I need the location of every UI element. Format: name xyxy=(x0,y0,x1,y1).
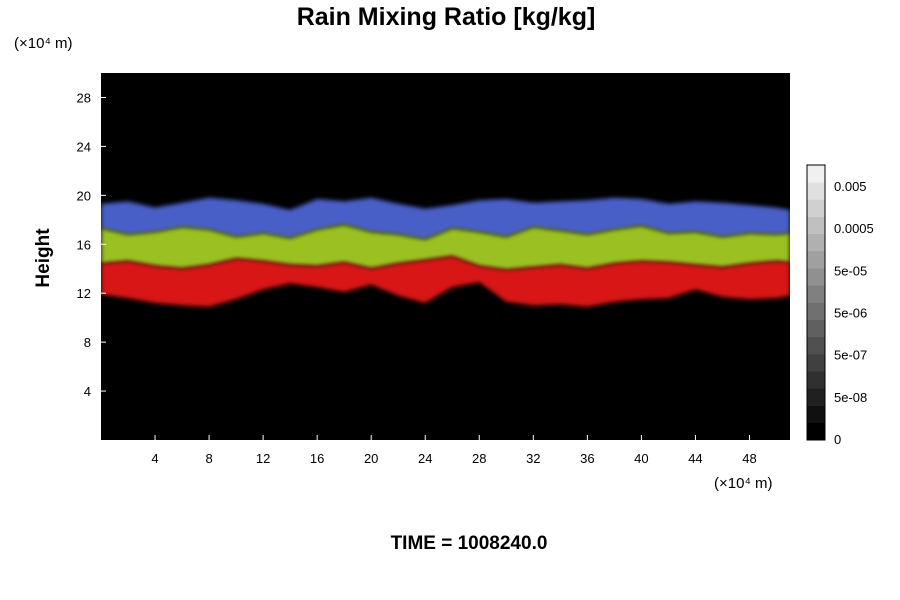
colorbar-swatch xyxy=(807,165,825,183)
colorbar-swatch xyxy=(807,302,825,320)
colorbar-swatch xyxy=(807,182,825,200)
x-tick-label: 16 xyxy=(310,451,324,466)
colorbar-tick-label: 5e-08 xyxy=(834,390,867,405)
x-tick-label: 24 xyxy=(418,451,432,466)
colorbar-swatch xyxy=(807,319,825,338)
colorbar-swatch xyxy=(807,285,825,303)
y-tick-label: 16 xyxy=(77,237,91,252)
y-tick-label: 24 xyxy=(77,139,91,154)
y-axis: 4 8 12 16 20 24 28 xyxy=(77,90,106,399)
colorbar-tick-label: 0.0005 xyxy=(834,221,874,236)
y-axis-label: Height xyxy=(33,228,54,288)
colorbar-swatch xyxy=(807,250,825,269)
colorbar-tick-label: 5e-06 xyxy=(834,306,867,321)
colorbar-frame xyxy=(806,164,826,441)
colorbar-swatch xyxy=(807,422,825,441)
x-tick-label: 44 xyxy=(688,451,702,466)
y-tick-label: 20 xyxy=(77,188,91,203)
colorbar-swatch xyxy=(807,354,825,372)
x-tick-label: 32 xyxy=(526,451,540,466)
colorbar-swatch xyxy=(807,216,825,235)
x-axis-unit-label: (×10⁴ m) xyxy=(714,475,773,492)
x-tick-label: 12 xyxy=(256,451,270,466)
layer-middle xyxy=(101,224,790,270)
colorbar-swatch xyxy=(807,336,825,355)
colorbar-swatch xyxy=(807,388,825,406)
y-tick-label: 12 xyxy=(77,286,91,301)
x-tick-label: 28 xyxy=(472,451,486,466)
x-tick-label: 8 xyxy=(205,451,212,466)
layer-upper xyxy=(101,197,790,240)
x-tick-label: 36 xyxy=(580,451,594,466)
x-tick-label: 4 xyxy=(151,451,158,466)
heatmap-field xyxy=(101,197,790,307)
colorbar-swatch xyxy=(807,371,825,389)
colorbar-swatch xyxy=(807,405,825,424)
colorbar-swatch xyxy=(807,233,825,252)
x-tick-label: 48 xyxy=(742,451,756,466)
colorbar: 0 5e-08 5e-07 5e-06 5e-05 0.0005 0.005 xyxy=(806,164,874,447)
colorbar-tick-label: 0.005 xyxy=(834,179,867,194)
x-axis: 4 8 12 16 20 24 28 32 36 40 44 48 xyxy=(151,435,757,466)
y-tick-label: 4 xyxy=(84,384,91,399)
chart-title: Rain Mixing Ratio [kg/kg] xyxy=(297,3,596,31)
x-tick-label: 40 xyxy=(634,451,648,466)
x-tick-label: 20 xyxy=(364,451,378,466)
colorbar-swatch xyxy=(807,268,825,286)
y-tick-label: 28 xyxy=(77,90,91,105)
colorbar-tick-label: 5e-05 xyxy=(834,263,867,278)
time-label: TIME = 1008240.0 xyxy=(391,533,548,554)
layer-lower xyxy=(101,256,790,307)
colorbar-tick-label: 5e-07 xyxy=(834,348,867,363)
y-axis-unit-label: (×10⁴ m) xyxy=(14,35,73,52)
colorbar-swatch xyxy=(807,199,825,217)
y-tick-label: 8 xyxy=(84,335,91,350)
colorbar-tick-label: 0 xyxy=(834,432,841,447)
